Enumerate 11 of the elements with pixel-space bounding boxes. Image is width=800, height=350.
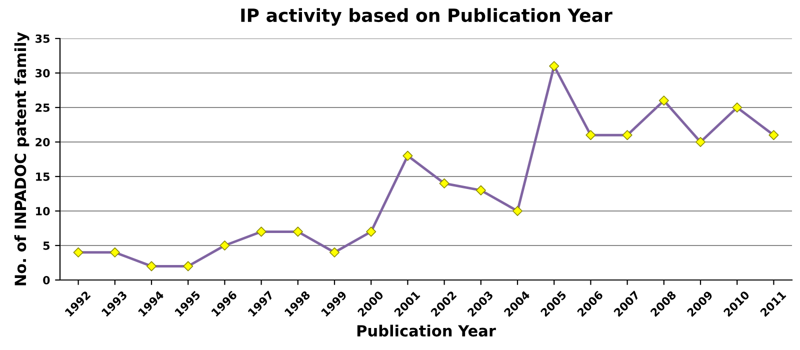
y-tick-label: 10	[36, 206, 50, 216]
y-tick-label: 5	[43, 242, 50, 250]
y-axis-title: No. of INPADOC patent family	[14, 32, 30, 286]
y-tick-label: 30	[36, 68, 50, 78]
chart-title: IP activity based on Publication Year	[241, 8, 612, 26]
y-tick-label: 20	[36, 138, 50, 146]
y-tick-label: 25	[36, 103, 50, 112]
y-tick-label: 15	[36, 172, 50, 181]
y-tick-label: 0	[43, 276, 50, 284]
x-axis-title: Publication Year	[357, 324, 496, 337]
y-tick-label: 35	[36, 34, 50, 43]
